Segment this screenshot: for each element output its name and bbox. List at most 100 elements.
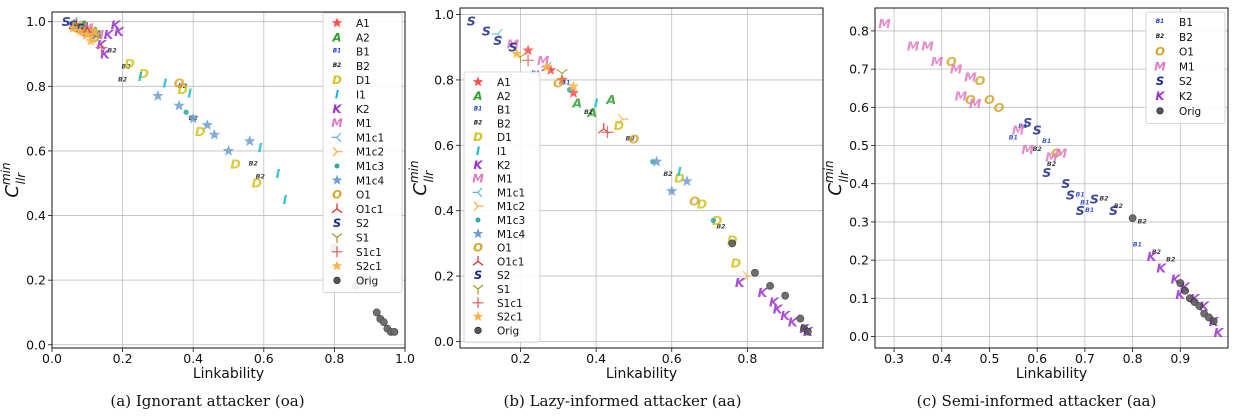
data-point: B1	[561, 80, 570, 87]
data-point: M	[1055, 146, 1068, 161]
legend-marker	[472, 297, 484, 309]
x-tick-label: 0.4	[932, 351, 952, 366]
data-point: A	[586, 105, 597, 120]
data-point	[681, 175, 693, 187]
data-point: K	[1175, 287, 1186, 302]
legend-label: M1c3	[356, 161, 384, 173]
scatter-chart-a: 0.0 0.2 0.4 0.6 0.8 1.0 0.0 0.2 0.4 0.6 0.8 1.0 Link…	[0, 11, 415, 382]
data-point: S	[482, 23, 491, 38]
data-point: S	[62, 14, 71, 29]
data-point	[567, 87, 580, 98]
data-point: O	[946, 54, 957, 69]
legend-label: D1	[356, 75, 371, 87]
x-tick-label: 0.2	[511, 351, 531, 366]
data-point	[1209, 317, 1218, 326]
legend-marker: M	[472, 172, 484, 186]
caption-a: (a) Ignorant attacker (oa)	[110, 392, 305, 410]
data-point: M	[955, 88, 968, 103]
data-point	[74, 25, 86, 37]
x-tick-label: 0.7	[1075, 351, 1095, 366]
legend-marker: K	[1156, 89, 1166, 103]
data-point: I	[677, 164, 682, 179]
y-tick-label: 0.1	[849, 291, 869, 306]
legend-label: O1	[356, 190, 371, 202]
data-point: D	[731, 256, 741, 271]
data-point: K	[788, 314, 799, 329]
data-point: B2	[663, 171, 673, 178]
legend-label: S1	[497, 284, 510, 296]
legend-box	[322, 12, 403, 294]
data-point	[244, 135, 256, 147]
legend-marker: S	[1156, 74, 1164, 88]
data-point	[201, 119, 213, 130]
x-axis-label: Linkability	[193, 366, 264, 382]
legend-marker	[472, 76, 484, 87]
data-point: O	[975, 73, 986, 88]
legend-marker: S	[474, 268, 482, 282]
data-point: S	[467, 14, 476, 29]
data-point	[803, 327, 812, 336]
data-point: D	[252, 176, 262, 191]
series-b2: B2 B2 B2 B2	[584, 109, 726, 230]
y-tick-label: 0.6	[434, 138, 454, 153]
legend-label: Orig	[1179, 106, 1201, 118]
y-tick-label: 0.2	[849, 253, 869, 268]
data-point: D	[139, 66, 149, 81]
data-point: D	[124, 56, 134, 71]
legend-label: O1c1	[497, 256, 524, 268]
y-tick-label: 0.5	[849, 138, 869, 153]
data-point	[781, 291, 790, 300]
data-point: S	[508, 40, 517, 55]
data-point: D	[712, 213, 722, 228]
data-point: K	[100, 47, 111, 62]
legend-marker	[332, 146, 343, 157]
data-point: O	[1051, 146, 1062, 161]
data-point	[541, 60, 553, 72]
legend-marker: K	[474, 158, 484, 172]
data-point	[222, 144, 235, 156]
data-point	[81, 28, 93, 40]
legend-label: A1	[356, 18, 370, 30]
data-point: A	[78, 17, 89, 32]
legend-label: B1	[1179, 17, 1193, 29]
legend-marker: B2	[474, 120, 482, 126]
legend-marker: B2	[333, 63, 341, 69]
data-point: I	[187, 85, 192, 100]
data-point: S	[1066, 188, 1075, 203]
legend-marker	[331, 246, 343, 258]
series-orig	[728, 239, 812, 336]
plot-frame	[874, 7, 1229, 349]
legend-marker	[1156, 107, 1164, 115]
data-point: D	[614, 118, 624, 133]
data-point: O	[984, 92, 995, 107]
series-a2: AAA	[571, 92, 616, 120]
legend-label: K2	[356, 104, 370, 116]
y-tick-label: 0.4	[849, 176, 869, 191]
data-point: S	[1033, 123, 1042, 138]
legend-marker: O	[332, 188, 342, 202]
legend: B1 B1 B2 B2 O O1 M M1 S S2 K K2 Orig	[1145, 11, 1226, 124]
data-point: O	[965, 92, 976, 107]
data-point: D	[230, 156, 240, 171]
data-point	[379, 318, 388, 327]
y-tick-label: 1.0	[434, 7, 454, 22]
legend-box	[463, 71, 541, 343]
data-point: B2	[118, 76, 128, 83]
legend-marker: O	[1155, 45, 1165, 59]
data-point: O	[553, 76, 564, 91]
data-point	[601, 126, 614, 139]
x-tick-label: 0.0	[42, 351, 62, 366]
data-point	[85, 35, 97, 46]
x-tick-label: 1.0	[395, 351, 415, 366]
y-axis-label: Cminllr	[407, 160, 436, 195]
data-point	[208, 128, 221, 140]
y-tick-label: 0.4	[434, 203, 454, 218]
legend-marker: I	[335, 88, 340, 102]
data-point: D	[697, 197, 707, 212]
legend-label: S1	[356, 233, 369, 245]
legend-marker	[472, 284, 484, 295]
legend-label: M1c1	[356, 132, 384, 144]
x-axis-label: Linkability	[1016, 366, 1087, 382]
